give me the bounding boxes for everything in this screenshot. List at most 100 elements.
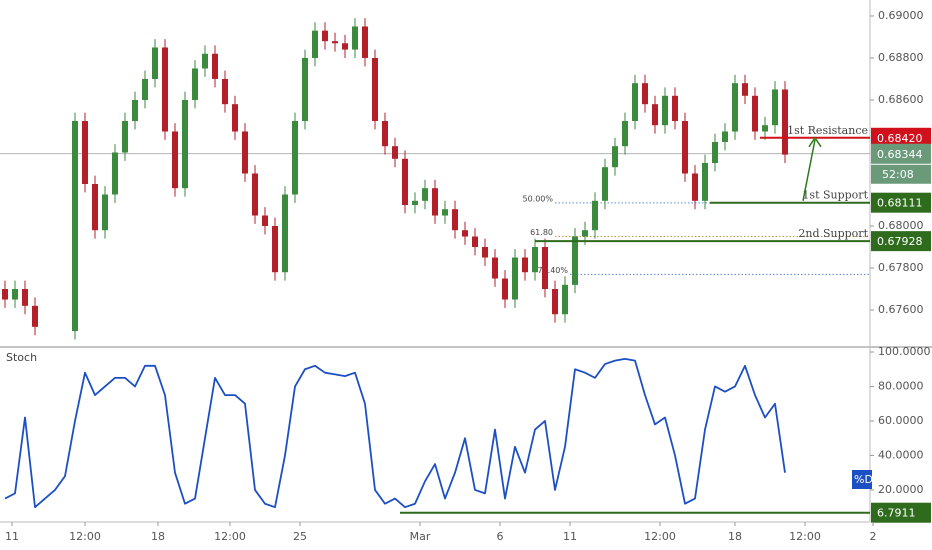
candle-body xyxy=(312,30,318,58)
level-value-text: 6.7911 xyxy=(877,507,916,520)
candle-body xyxy=(582,230,588,237)
candle-body xyxy=(472,236,478,248)
countdown-text: 52:08 xyxy=(882,168,914,181)
candle-body xyxy=(572,236,578,285)
candle-body xyxy=(562,284,568,315)
candle-body xyxy=(612,146,618,168)
candle-body xyxy=(382,120,388,147)
countdown-box xyxy=(871,164,931,184)
candle-body xyxy=(212,53,218,79)
candle-body xyxy=(122,120,128,153)
y-tick-label: 0.68800 xyxy=(878,51,924,64)
candle-body xyxy=(482,247,488,258)
x-tick-label: 25 xyxy=(293,530,307,543)
candle-body xyxy=(12,289,18,300)
candle-body xyxy=(162,47,168,132)
candle-body xyxy=(182,99,188,189)
x-tick-label: 6 xyxy=(497,530,504,543)
candle-body xyxy=(292,120,298,195)
current-price-text: 0.68344 xyxy=(877,148,923,161)
x-tick-label: 12:00 xyxy=(69,530,101,543)
y-tick-label: 0.67600 xyxy=(878,303,924,316)
candle-body xyxy=(2,289,8,300)
candle-body xyxy=(752,95,758,132)
y-tick-label: 0.68600 xyxy=(878,93,924,106)
x-tick-label: 12:00 xyxy=(644,530,676,543)
x-tick-label: Mar xyxy=(410,530,431,543)
candle-body xyxy=(452,209,458,231)
candle-body xyxy=(512,257,518,300)
fib-label: 76.40% xyxy=(537,266,568,275)
candle-body xyxy=(142,78,148,100)
series-label: %D xyxy=(854,473,873,486)
y-tick-label: 40.0000 xyxy=(878,448,924,461)
candle-body xyxy=(492,257,498,279)
candle-body xyxy=(592,200,598,231)
candle-body xyxy=(552,289,558,315)
candle-body xyxy=(32,305,38,327)
candle-body xyxy=(722,131,728,142)
candle-body xyxy=(462,230,468,237)
candle-body xyxy=(422,188,428,201)
y-tick-label: 100.0000 xyxy=(878,345,931,358)
candle-body xyxy=(642,83,648,105)
level-name: 1st Support xyxy=(802,189,868,202)
candle-body xyxy=(322,30,328,42)
candle-body xyxy=(372,57,378,121)
candle-body xyxy=(522,257,528,273)
candle-body xyxy=(622,120,628,147)
level-price-box xyxy=(871,127,931,148)
level-name: 1st Resistance xyxy=(787,124,868,137)
candle-body xyxy=(352,26,358,50)
fib-label: 50.00% xyxy=(522,194,553,203)
candle-body xyxy=(302,57,308,121)
candle-body xyxy=(732,83,738,132)
candle-body xyxy=(332,41,338,44)
y-tick-label: 80.0000 xyxy=(878,379,924,392)
candle-body xyxy=(442,209,448,216)
candle-body xyxy=(412,200,418,206)
y-tick-label: 20.0000 xyxy=(878,483,924,496)
x-tick-label: 12:00 xyxy=(214,530,246,543)
level-price-text: 0.68111 xyxy=(877,197,923,210)
candle-body xyxy=(22,289,28,306)
candle-body xyxy=(502,278,508,300)
candle-body xyxy=(392,146,398,159)
candle-body xyxy=(742,83,748,96)
fib-label: 61.80 xyxy=(530,228,553,237)
candle-body xyxy=(262,215,268,227)
x-tick-label: 12:00 xyxy=(789,530,821,543)
candle-body xyxy=(72,120,78,332)
x-tick-label: 2 xyxy=(870,530,877,543)
y-tick-label: 0.68000 xyxy=(878,219,924,232)
candle-body xyxy=(242,131,248,174)
level-price-box xyxy=(871,231,931,252)
candle-body xyxy=(702,162,708,201)
level-price-box xyxy=(871,192,931,213)
y-tick-label: 0.67800 xyxy=(878,261,924,274)
candle-body xyxy=(532,247,538,273)
candle-body xyxy=(112,152,118,195)
candle-body xyxy=(232,104,238,132)
x-tick-label: 18 xyxy=(151,530,165,543)
candle-body xyxy=(602,167,608,201)
candle-body xyxy=(432,188,438,216)
level-price-text: 0.68420 xyxy=(877,132,923,145)
level-price-text: 0.67928 xyxy=(877,235,923,248)
candle-body xyxy=(202,53,208,69)
x-tick-label: 11 xyxy=(563,530,577,543)
candle-body xyxy=(762,125,768,132)
candle-body xyxy=(172,131,178,189)
candle-body xyxy=(102,194,108,231)
candle-body xyxy=(92,184,98,231)
candle-body xyxy=(542,247,548,290)
candle-body xyxy=(772,89,778,126)
candle-body xyxy=(342,43,348,50)
x-tick-label: 11 xyxy=(5,530,19,543)
y-tick-label: 60.0000 xyxy=(878,414,924,427)
x-tick-label: 18 xyxy=(728,530,742,543)
candle-body xyxy=(152,47,158,79)
y-tick-label: 0.69000 xyxy=(878,9,924,22)
arrow-head xyxy=(808,136,822,148)
